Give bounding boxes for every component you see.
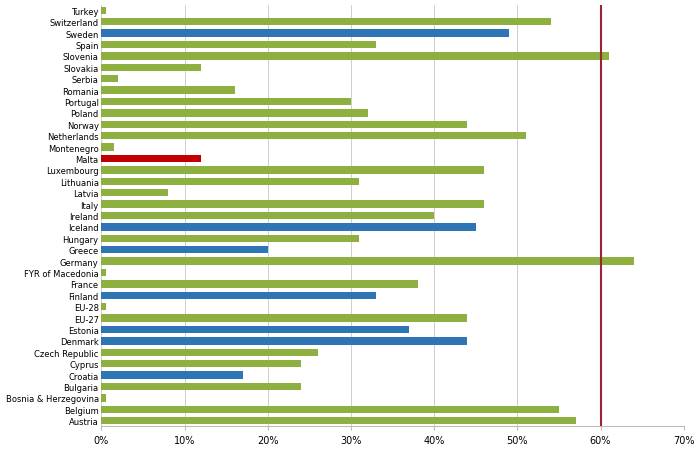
Bar xyxy=(102,133,526,140)
Bar xyxy=(102,360,301,368)
Bar xyxy=(102,246,268,254)
Bar xyxy=(102,326,409,333)
Bar xyxy=(102,201,484,208)
Bar xyxy=(102,8,106,15)
Bar xyxy=(102,19,551,26)
Bar xyxy=(102,87,235,95)
Bar xyxy=(102,76,118,83)
Bar xyxy=(102,417,575,424)
Bar xyxy=(102,178,359,185)
Bar xyxy=(102,349,318,356)
Bar xyxy=(102,304,106,311)
Bar xyxy=(102,281,417,288)
Bar xyxy=(102,144,114,152)
Bar xyxy=(102,156,202,163)
Bar xyxy=(102,394,106,402)
Bar xyxy=(102,224,476,231)
Bar xyxy=(102,64,202,72)
Bar xyxy=(102,372,243,379)
Bar xyxy=(102,292,376,299)
Bar xyxy=(102,30,509,38)
Bar xyxy=(102,212,434,220)
Bar xyxy=(102,315,468,322)
Bar xyxy=(102,41,376,49)
Bar xyxy=(102,406,559,413)
Bar xyxy=(102,337,468,345)
Bar xyxy=(102,269,106,276)
Bar xyxy=(102,383,301,391)
Bar xyxy=(102,99,351,106)
Bar xyxy=(102,53,609,60)
Bar xyxy=(102,258,634,265)
Bar xyxy=(102,121,468,129)
Bar xyxy=(102,189,168,197)
Bar xyxy=(102,110,368,117)
Bar xyxy=(102,167,484,174)
Bar xyxy=(102,235,359,243)
